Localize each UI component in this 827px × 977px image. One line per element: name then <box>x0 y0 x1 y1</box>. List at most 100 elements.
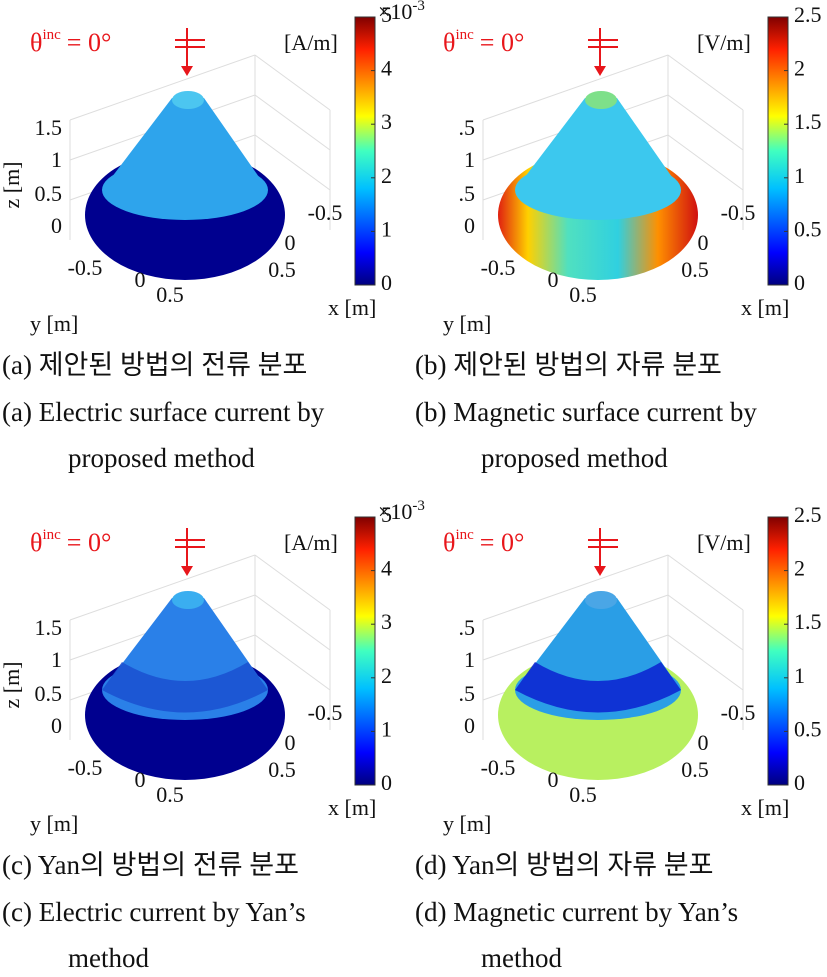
caption-korean: (c) Yan의 방법의 전류 분포 <box>2 850 299 880</box>
x-tick-label: 0 <box>698 730 709 755</box>
grid-line <box>667 134 744 191</box>
exponent-power: -3 <box>412 498 425 514</box>
colorbar-tick-label: 0.5 <box>794 216 822 241</box>
y-axis-label: y [m] <box>30 311 78 336</box>
cone-tip <box>172 591 204 609</box>
x-tick-label: 0.5 <box>681 257 709 282</box>
x-tick-label: 0.5 <box>268 757 296 782</box>
z-tick-label: 1 <box>464 147 475 172</box>
cone-tip <box>172 91 204 109</box>
y-axis-label: y [m] <box>30 811 78 836</box>
exponent-base: ×10 <box>378 0 412 24</box>
colorbar-tick-label: 0 <box>381 270 392 295</box>
colorbar-tick-label: 0 <box>794 770 805 795</box>
colorbar-tick-label: 1 <box>381 716 392 741</box>
cone-tip <box>585 91 617 109</box>
cone-junction <box>515 160 681 220</box>
grid-line <box>482 554 669 621</box>
colorbar-tick-label: 1 <box>794 663 805 688</box>
caption-english: (d) Magnetic current by Yan’s <box>415 897 738 927</box>
grid-line <box>667 634 744 691</box>
incidence-label: θinc = 0° <box>30 27 111 57</box>
x-tick-label: 0 <box>285 730 296 755</box>
y-tick-label: 0.5 <box>156 782 184 807</box>
colorbar-tick-label: 2.5 <box>794 502 822 527</box>
colorbar <box>354 16 376 286</box>
x-tick-label: 0.5 <box>681 757 709 782</box>
panel: θinc = 0° [V/m]00.511.522.50.51.5-0.5 00.5y… <box>415 502 822 973</box>
z-axis-label: z [m] <box>0 661 24 708</box>
z-tick-label: 0 <box>51 713 62 738</box>
z-tick-label: 1.5 <box>35 115 63 140</box>
colorbar-tick-label: 1.5 <box>794 109 822 134</box>
colorbar-unit: [V/m] <box>697 30 751 55</box>
colorbar-tick-label: 0 <box>381 770 392 795</box>
colorbar <box>767 16 789 286</box>
colorbar-tick-label: 4 <box>381 56 392 81</box>
incidence-sup: inc <box>42 527 61 543</box>
colorbar-tick-label: 1 <box>381 216 392 241</box>
grid-line <box>69 554 256 621</box>
colorbar-tick-label: 0 <box>794 270 805 295</box>
z-tick-label: 0 <box>51 213 62 238</box>
incidence-value: = 0° <box>67 528 112 557</box>
cone-junction <box>102 160 268 220</box>
incidence-symbol: θ <box>30 28 42 57</box>
colorbar-tick-label: 5 <box>381 2 392 27</box>
grid-line <box>254 54 331 111</box>
y-tick-label: 0.5 <box>156 282 184 307</box>
grid-line <box>667 594 744 651</box>
colorbar-tick-label: 2 <box>381 163 392 188</box>
y-axis-label: y [m] <box>443 311 491 336</box>
grid-line <box>69 54 256 121</box>
colorbar-tick-label: 1.5 <box>794 609 822 634</box>
colorbar-tick-label: 2 <box>794 56 805 81</box>
x-tick-label: -0.5 <box>308 700 343 725</box>
y-tick-label: 0.5 <box>569 782 597 807</box>
arrow-head <box>181 66 193 76</box>
z-tick-label: .5 <box>459 115 476 140</box>
z-tick-label: 1 <box>464 647 475 672</box>
arrow-head <box>181 566 193 576</box>
caption-korean: (b) 제안된 방법의 자류 분포 <box>415 350 722 380</box>
colorbar-tick-label: 1 <box>794 163 805 188</box>
incidence-value: = 0° <box>480 528 525 557</box>
grid-line <box>667 54 744 111</box>
caption-english: method <box>68 943 149 973</box>
z-tick-label: 1.5 <box>35 615 63 640</box>
z-axis-label: z [m] <box>0 161 24 208</box>
incidence-sup: inc <box>455 27 474 43</box>
y-axis-label: y [m] <box>443 811 491 836</box>
colorbar <box>354 516 376 786</box>
grid-line <box>667 94 744 151</box>
y-tick-label: 0 <box>135 767 146 792</box>
incidence-sup: inc <box>42 27 61 43</box>
cone-band <box>515 662 681 713</box>
colorbar-tick-label: 5 <box>381 502 392 527</box>
z-tick-label: .5 <box>459 181 476 206</box>
colorbar-unit: [V/m] <box>697 530 751 555</box>
caption-korean: (d) Yan의 방법의 자류 분포 <box>415 850 713 880</box>
incidence-label: θinc = 0° <box>30 527 111 557</box>
z-tick-label: 1 <box>51 147 62 172</box>
grid-line <box>254 634 331 691</box>
x-axis-label: x [m] <box>328 795 376 820</box>
incidence-sup: inc <box>455 527 474 543</box>
incidence-label: θinc = 0° <box>443 27 524 57</box>
exponent-base: ×10 <box>378 499 412 524</box>
y-tick-label: 0 <box>135 267 146 292</box>
caption-korean: (a) 제안된 방법의 전류 분포 <box>2 350 307 380</box>
y-tick-label: 0.5 <box>569 282 597 307</box>
y-tick-label: -0.5 <box>68 255 103 280</box>
exponent-power: -3 <box>412 0 425 14</box>
x-tick-label: -0.5 <box>308 200 343 225</box>
incidence-symbol: θ <box>30 528 42 557</box>
colorbar <box>767 516 789 786</box>
colorbar-exponent: ×10-3 <box>378 498 425 524</box>
panel: θinc = 0° [V/m]00.511.522.50.51.5-0.5 00.5y… <box>415 2 822 473</box>
x-axis-label: x [m] <box>328 295 376 320</box>
caption-english: (a) Electric surface current by <box>2 397 325 427</box>
incidence-value: = 0° <box>67 28 112 57</box>
colorbar-tick-label: 2.5 <box>794 2 822 27</box>
